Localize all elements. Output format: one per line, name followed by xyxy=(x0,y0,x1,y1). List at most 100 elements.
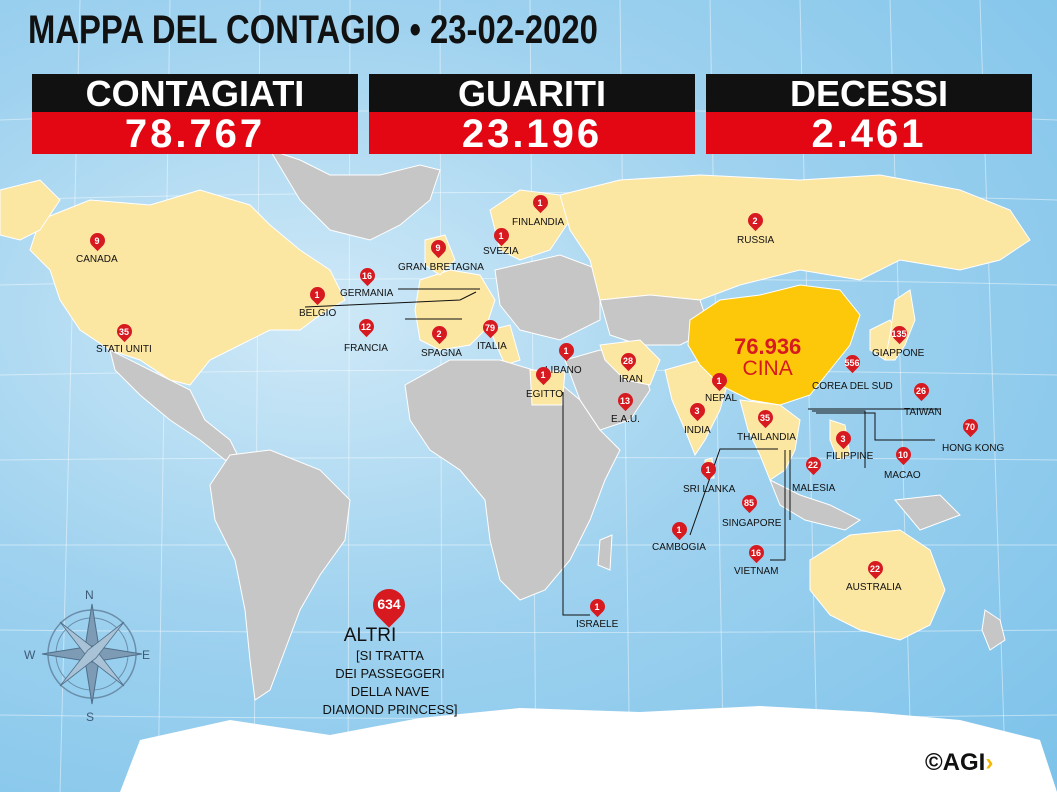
marker-label: CAMBOGIA xyxy=(652,542,706,553)
china-shape xyxy=(687,284,861,406)
others-note: ALTRI [SI TRATTA DEI PASSEGGERI DELLA NA… xyxy=(310,626,470,718)
compass-w: W xyxy=(24,648,36,662)
marker-label: IRAN xyxy=(619,374,643,385)
marker-count: 70 xyxy=(964,422,975,432)
indonesia-shape xyxy=(769,478,861,531)
marker-count: 1 xyxy=(563,346,569,356)
marker-count: 22 xyxy=(869,564,880,574)
north-america-shape xyxy=(29,189,346,386)
marker-label: E.A.U. xyxy=(611,414,640,425)
stat-deaths-label: DECESSI xyxy=(706,74,1032,114)
marker-count: 22 xyxy=(807,460,818,470)
marker-label: THAILANDIA xyxy=(737,432,796,443)
russia-shape xyxy=(559,174,1031,301)
stat-infected: CONTAGIATI 78.767 xyxy=(32,74,358,156)
marker-count: 135 xyxy=(891,329,907,339)
marker-count: 16 xyxy=(750,548,761,558)
others-line: [SI TRATTA xyxy=(356,648,424,663)
marker-label: FILIPPINE xyxy=(826,451,874,462)
logo-text: ©AGI xyxy=(925,749,986,776)
marker-count: 10 xyxy=(897,450,908,460)
australia-shape xyxy=(809,529,946,641)
marker-count: 1 xyxy=(540,370,546,380)
alaska-shape xyxy=(0,179,61,241)
marker-label: ISRAELE xyxy=(576,619,619,630)
stat-recovered: GUARITI 23.196 xyxy=(369,74,695,156)
marker-label: TAIWAN xyxy=(904,407,942,418)
marker-label: NEPAL xyxy=(705,393,738,404)
stat-recovered-label: GUARITI xyxy=(369,74,695,114)
marker-label: SRI LANKA xyxy=(683,484,736,495)
marker-count: 13 xyxy=(619,396,630,406)
marker-label: GRAN BRETAGNA xyxy=(398,262,484,273)
marker-count: 16 xyxy=(361,271,372,281)
marker-label: CANADA xyxy=(76,254,118,265)
compass-n: N xyxy=(85,588,94,602)
marker-label: MALESIA xyxy=(792,483,836,494)
new-guinea-shape xyxy=(894,494,961,531)
marker-label: MACAO xyxy=(884,470,921,481)
marker-label: BELGIO xyxy=(299,308,337,319)
marker-label: FRANCIA xyxy=(344,343,388,354)
china-name: CINA xyxy=(742,357,793,380)
marker-label: STATI UNITI xyxy=(96,344,152,355)
stat-infected-label: CONTAGIATI xyxy=(32,74,358,114)
marker-label: SPAGNA xyxy=(421,348,462,359)
marker-count: 2 xyxy=(752,216,758,226)
agi-logo: ©AGI› xyxy=(925,749,993,777)
marker-count: 3 xyxy=(694,406,700,416)
marker-label: VIETNAM xyxy=(734,566,779,577)
madagascar-shape xyxy=(597,534,613,571)
map-title: MAPPA DEL CONTAGIO • 23-02-2020 xyxy=(28,8,598,52)
marker-count: 1 xyxy=(594,602,600,612)
greenland-shape xyxy=(268,149,441,241)
leader-lines xyxy=(304,288,940,616)
marker-label: LIBANO xyxy=(545,365,582,376)
marker-label: INDIA xyxy=(684,425,711,436)
marker-count: 1 xyxy=(537,198,543,208)
marker-count: 2 xyxy=(436,329,442,339)
stat-recovered-value: 23.196 xyxy=(369,112,695,156)
stat-deaths-value: 2.461 xyxy=(706,112,1032,156)
logo-arrow-icon: › xyxy=(985,749,994,776)
marker-count: 9 xyxy=(435,243,441,253)
marker-count: 12 xyxy=(360,322,371,332)
marker-label: GIAPPONE xyxy=(872,348,925,359)
stat-infected-value: 78.767 xyxy=(32,112,358,156)
others-line: DIAMOND PRINCESS] xyxy=(322,702,458,717)
marker-label: HONG KONG xyxy=(942,443,1005,454)
marker-count: 1 xyxy=(716,376,722,386)
compass-rose-icon: N S E W xyxy=(20,588,160,730)
others-line: DEI PASSEGGERI xyxy=(335,666,445,681)
others-label: ALTRI xyxy=(343,625,397,646)
compass-s: S xyxy=(86,710,95,724)
marker-count: 1 xyxy=(314,290,320,300)
marker-label: GERMANIA xyxy=(340,288,394,299)
others-count: 634 xyxy=(377,596,401,612)
marker-count: 26 xyxy=(915,386,926,396)
stat-deaths: DECESSI 2.461 xyxy=(706,74,1032,156)
compass-e: E xyxy=(142,648,151,662)
new-zealand-shape xyxy=(981,609,1006,651)
marker-label: EGITTO xyxy=(526,389,564,400)
marker-label: AUSTRALIA xyxy=(846,582,902,593)
marker-count: 1 xyxy=(498,231,504,241)
marker-count: 9 xyxy=(94,236,100,246)
marker-count: 3 xyxy=(840,434,846,444)
marker-count: 1 xyxy=(705,465,711,475)
china-count: 76.936 xyxy=(734,334,802,359)
scandinavia-shape xyxy=(489,189,571,261)
italy-shape xyxy=(489,324,521,366)
marker-count: 35 xyxy=(759,413,770,423)
marker-count: 85 xyxy=(743,498,754,508)
marker-label: FINLANDIA xyxy=(512,217,565,228)
south-america-shape xyxy=(209,449,351,701)
marker-label: COREA DEL SUD xyxy=(812,381,893,392)
marker-count: 28 xyxy=(622,356,633,366)
antarctica-shape xyxy=(120,706,1057,792)
eastern-europe-shape xyxy=(494,254,601,341)
others-line: DELLA NAVE xyxy=(350,684,430,699)
china-callout: 76.936 CINA xyxy=(734,336,801,380)
